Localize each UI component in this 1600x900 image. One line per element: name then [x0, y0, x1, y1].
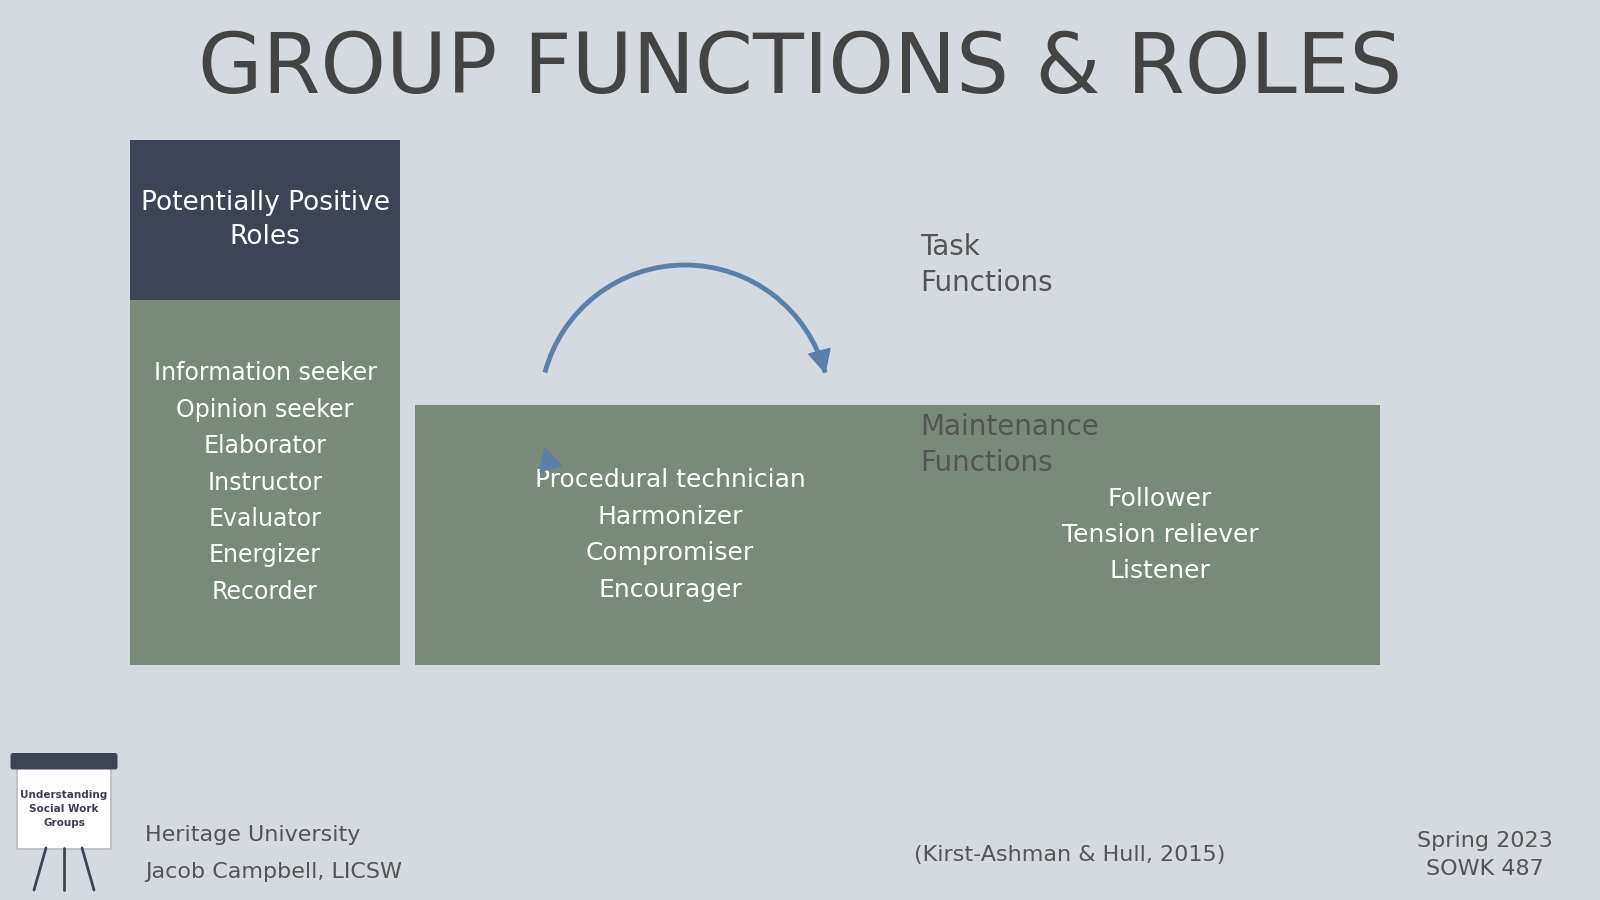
Text: Spring 2023
SOWK 487: Spring 2023 SOWK 487	[1418, 831, 1554, 879]
Text: Heritage University: Heritage University	[146, 825, 360, 845]
Text: (Kirst-Ashman & Hull, 2015): (Kirst-Ashman & Hull, 2015)	[914, 845, 1226, 865]
Text: Follower
Tension reliever
Listener: Follower Tension reliever Listener	[1062, 487, 1258, 583]
Polygon shape	[808, 348, 830, 373]
Polygon shape	[541, 447, 562, 472]
FancyBboxPatch shape	[414, 405, 1379, 665]
FancyBboxPatch shape	[18, 765, 110, 849]
Text: Jacob Campbell, LICSW: Jacob Campbell, LICSW	[146, 862, 402, 882]
Text: Potentially Positive
Roles: Potentially Positive Roles	[141, 190, 389, 250]
FancyBboxPatch shape	[11, 753, 117, 770]
Text: GROUP FUNCTIONS & ROLES: GROUP FUNCTIONS & ROLES	[198, 30, 1402, 111]
FancyBboxPatch shape	[130, 300, 400, 665]
Text: Understanding
Social Work
Groups: Understanding Social Work Groups	[21, 790, 107, 828]
FancyBboxPatch shape	[130, 140, 400, 300]
Text: Maintenance
Functions: Maintenance Functions	[920, 413, 1099, 477]
Text: Procedural technician
Harmonizer
Compromiser
Encourager: Procedural technician Harmonizer Comprom…	[534, 469, 805, 601]
Text: Task
Functions: Task Functions	[920, 233, 1053, 297]
Text: Information seeker
Opinion seeker
Elaborator
Instructor
Evaluator
Energizer
Reco: Information seeker Opinion seeker Elabor…	[154, 362, 376, 604]
